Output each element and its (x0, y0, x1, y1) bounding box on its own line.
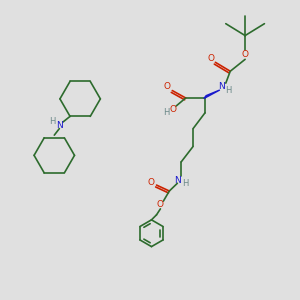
Text: O: O (242, 50, 249, 59)
Text: O: O (170, 105, 177, 114)
Text: O: O (164, 82, 171, 91)
Text: H: H (164, 108, 170, 117)
Text: N: N (56, 121, 63, 130)
Text: O: O (148, 178, 155, 187)
Text: H: H (182, 179, 189, 188)
Text: H: H (225, 86, 231, 95)
Text: O: O (157, 200, 164, 209)
Text: O: O (207, 54, 214, 63)
Text: N: N (174, 176, 181, 185)
Text: N: N (219, 82, 225, 91)
Text: H: H (49, 117, 56, 126)
Polygon shape (204, 90, 220, 99)
